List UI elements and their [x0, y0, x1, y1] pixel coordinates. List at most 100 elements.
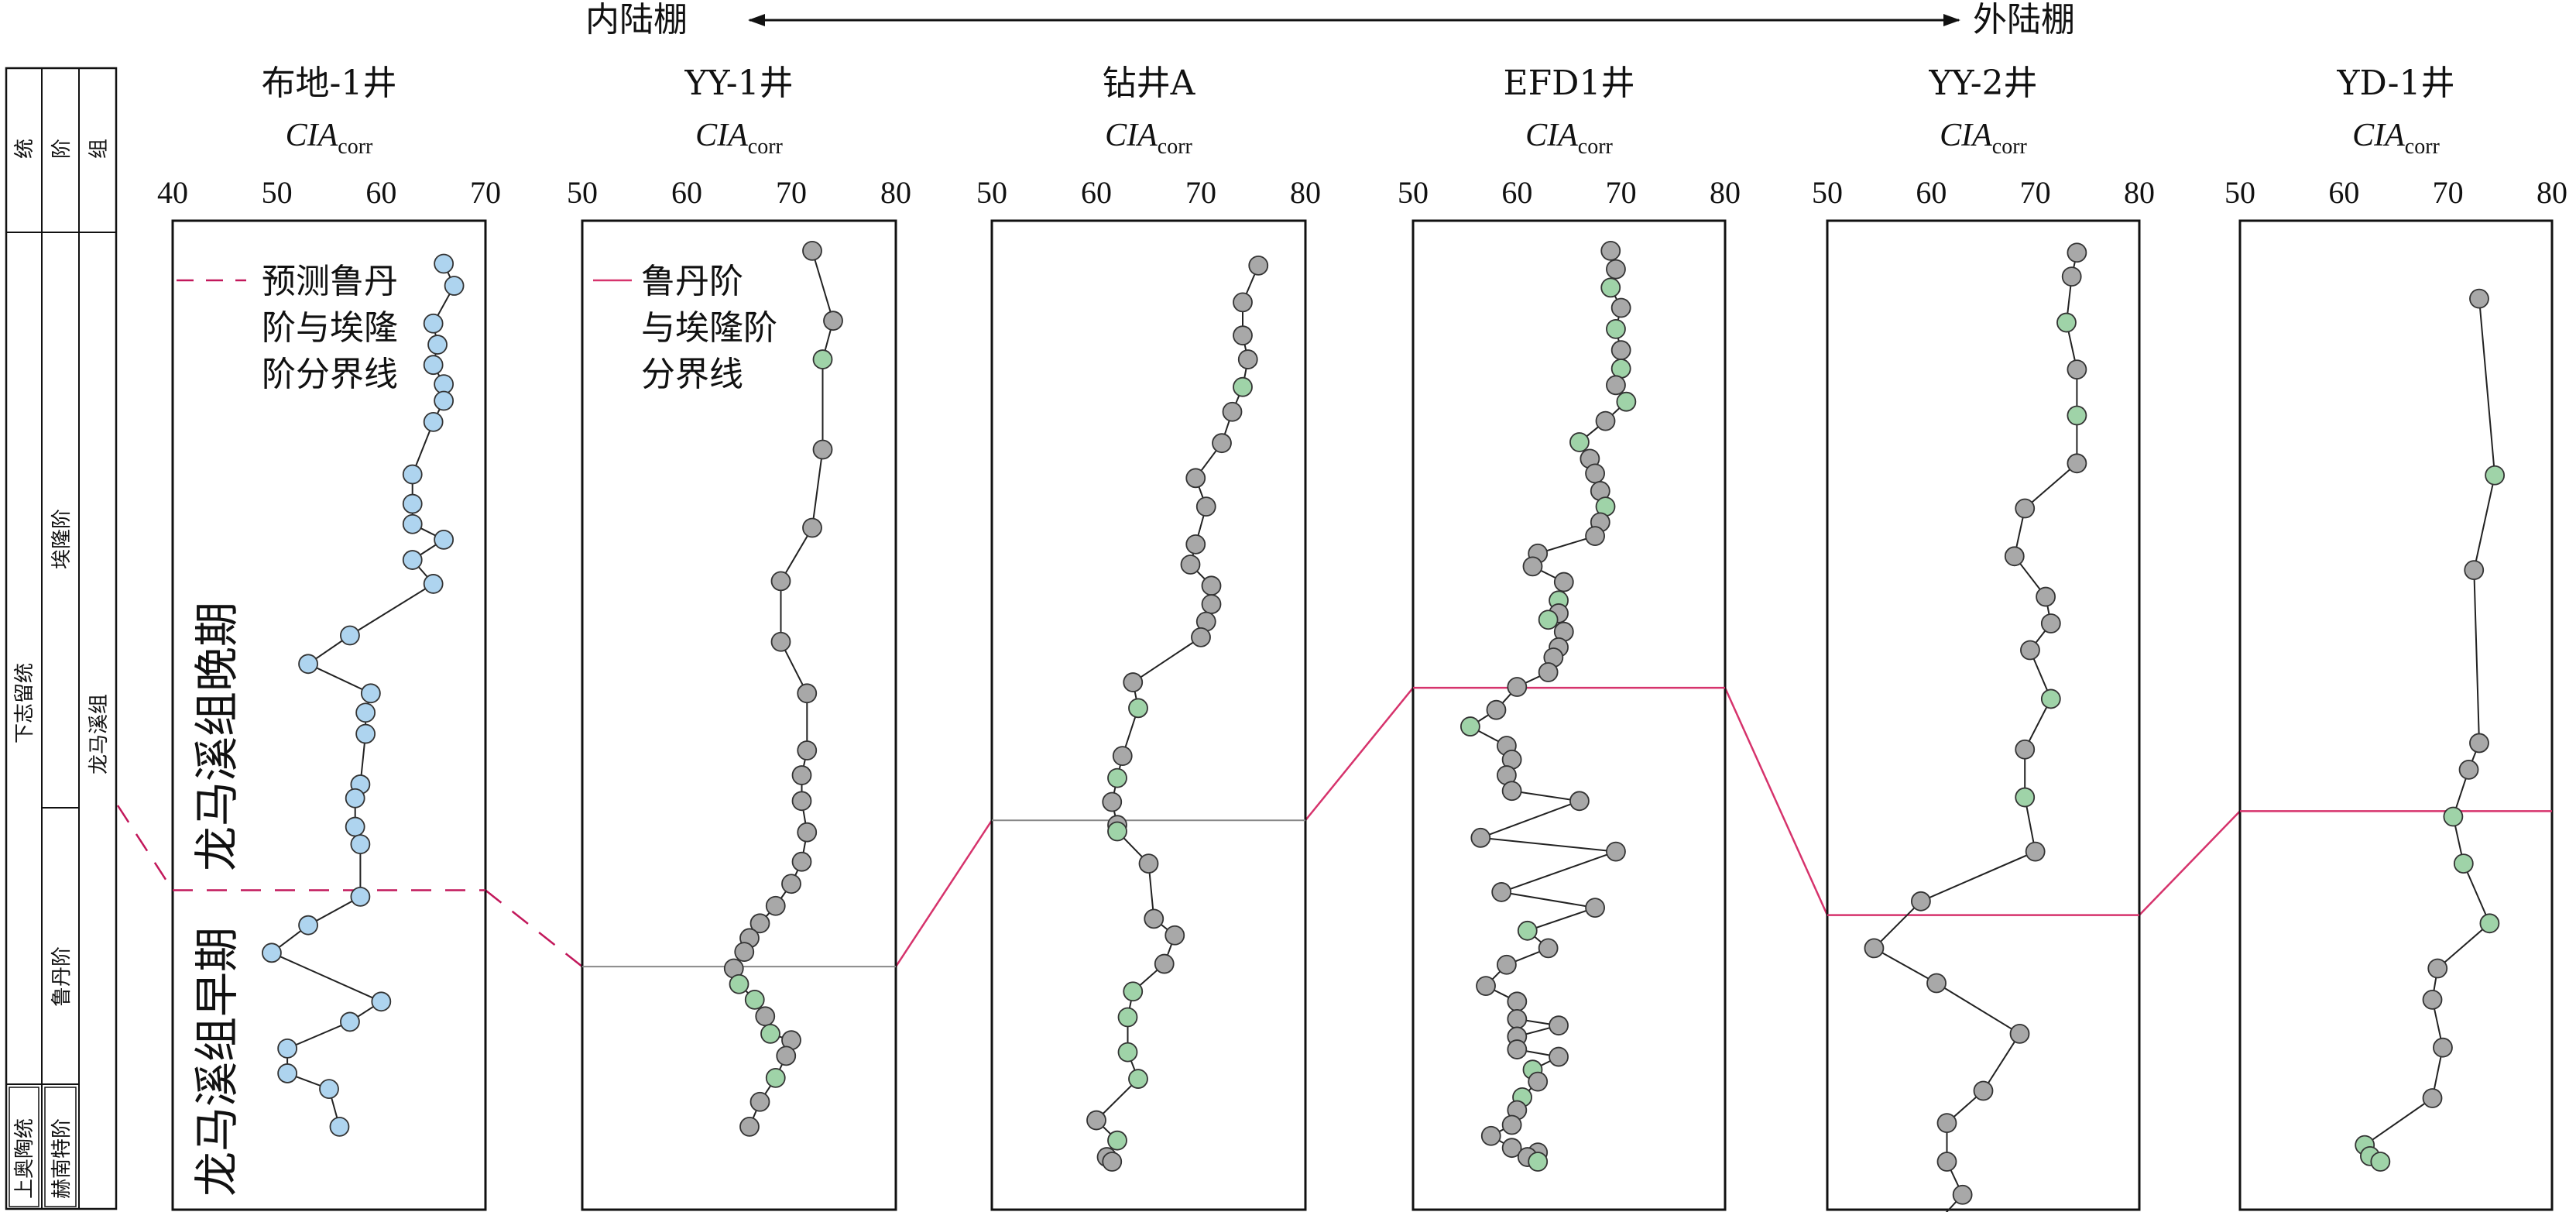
- legend-boundary-line1: 鲁丹阶: [641, 262, 743, 301]
- data-point: [423, 411, 444, 432]
- series-line: [1095, 265, 1260, 1162]
- data-point: [797, 740, 818, 761]
- well-panel-6: YD-1井 CIAcorr 50 60 70 80: [2224, 64, 2567, 1211]
- strat-header-series: 统: [13, 139, 36, 159]
- data-point: [2443, 806, 2464, 827]
- x-tick-label: 60: [671, 175, 702, 210]
- data-point: [770, 571, 791, 592]
- data-point: [1185, 468, 1206, 489]
- data-point: [1528, 1071, 1549, 1092]
- x-tick-label: 70: [2433, 175, 2464, 210]
- data-point: [1606, 259, 1626, 280]
- data-point: [1606, 318, 1626, 339]
- data-point: [1165, 925, 1185, 946]
- strat-hirnantian: 赫南特阶: [50, 1118, 74, 1199]
- data-point: [1517, 920, 1538, 941]
- data-point: [1549, 1015, 1569, 1036]
- x-tick-label: 80: [1710, 175, 1741, 210]
- data-point: [1549, 1046, 1569, 1067]
- data-point: [1486, 699, 1507, 720]
- well-title: YD-1井: [2336, 64, 2454, 103]
- well-panels: 布地-1井 CIAcorr 40 50 60 70 YY-1井 CIAcorr 50 60 70 80…: [157, 64, 2567, 1212]
- data-point: [340, 1011, 360, 1032]
- data-point: [1585, 526, 1605, 547]
- data-point: [402, 550, 423, 570]
- data-point: [1595, 410, 1616, 431]
- data-point: [1112, 746, 1133, 766]
- well-title: YY-1井: [684, 64, 793, 103]
- data-point: [802, 240, 822, 261]
- data-point: [812, 439, 833, 460]
- legend-boundary-line3: 分界线: [641, 355, 743, 394]
- data-point: [1616, 391, 1637, 412]
- data-point: [1610, 297, 1631, 318]
- data-point: [2458, 760, 2479, 780]
- panel-frame: [171, 219, 487, 1211]
- data-point: [402, 513, 423, 534]
- data-point: [1553, 572, 1574, 592]
- well-title: 布地-1井: [262, 64, 397, 103]
- strat-upper-ordovician: 上奥陶统: [13, 1118, 36, 1199]
- data-point: [2067, 453, 2087, 474]
- axis-label: CIAcorr: [695, 118, 783, 159]
- data-point: [1569, 791, 1590, 812]
- data-point: [1936, 1152, 1957, 1172]
- outer-shelf-label: 外陆棚: [1973, 0, 2075, 39]
- x-tick-label: 80: [2537, 175, 2567, 210]
- data-point: [277, 1063, 298, 1083]
- strat-rhuddanian: 鲁丹阶: [50, 946, 74, 1007]
- x-tick-label: 60: [1081, 175, 1112, 210]
- data-point: [1248, 255, 1269, 276]
- data-point: [2015, 787, 2036, 808]
- data-point: [1086, 1110, 1106, 1131]
- x-tick-label: 70: [2020, 175, 2051, 210]
- data-point: [2469, 288, 2489, 309]
- legend-boundary: 鲁丹阶 与埃隆阶 分界线: [593, 262, 777, 394]
- data-point: [1154, 953, 1175, 974]
- x-tick-label: 70: [1185, 175, 1216, 210]
- x-tick-label: 50: [1812, 175, 1843, 210]
- upper-ordovician-box: [9, 1087, 39, 1207]
- data-point: [2479, 913, 2500, 934]
- x-tick-label: 50: [2224, 175, 2255, 210]
- data-point: [749, 913, 770, 934]
- axis-label: CIAcorr: [2352, 118, 2440, 159]
- data-point: [277, 1038, 298, 1059]
- data-point: [319, 1079, 339, 1100]
- data-point: [1973, 1080, 1994, 1101]
- data-point: [739, 1116, 760, 1137]
- strat-column-frame: [5, 67, 118, 1210]
- connector-strat-1: [116, 805, 174, 891]
- data-point: [444, 276, 465, 296]
- legend-predicted-line3: 阶分界线: [262, 355, 398, 394]
- data-point: [1470, 827, 1491, 848]
- data-point: [2427, 958, 2448, 979]
- data-point: [1128, 1069, 1148, 1089]
- data-point: [797, 683, 818, 704]
- data-point: [350, 834, 371, 855]
- data-point: [434, 390, 454, 411]
- data-point: [1237, 349, 1258, 369]
- data-point: [1507, 1008, 1528, 1029]
- x-tick-label: 60: [2328, 175, 2359, 210]
- strat-longmaxi: 龙马溪组: [87, 694, 111, 774]
- data-point: [1600, 240, 1621, 261]
- strat-header-stage: 阶: [50, 139, 74, 159]
- data-point: [1185, 534, 1206, 554]
- period-early-label: 龙马溪组早期: [190, 927, 243, 1197]
- boundary-connectors: [116, 687, 2241, 968]
- legend-boundary-line2: 与埃隆阶: [641, 308, 777, 348]
- well-panel-5: YY-2井 CIAcorr 50 60 70 80: [1812, 64, 2155, 1212]
- data-point: [2469, 733, 2489, 754]
- data-point: [1910, 891, 1931, 912]
- data-point: [1501, 781, 1522, 802]
- data-point: [2040, 688, 2061, 709]
- data-point: [776, 1045, 797, 1066]
- data-point: [1501, 1114, 1522, 1135]
- data-point: [1107, 767, 1127, 788]
- data-point: [427, 335, 448, 355]
- x-tick-label: 60: [1916, 175, 1947, 210]
- x-tick-label: 80: [2124, 175, 2155, 210]
- data-point: [1144, 908, 1165, 929]
